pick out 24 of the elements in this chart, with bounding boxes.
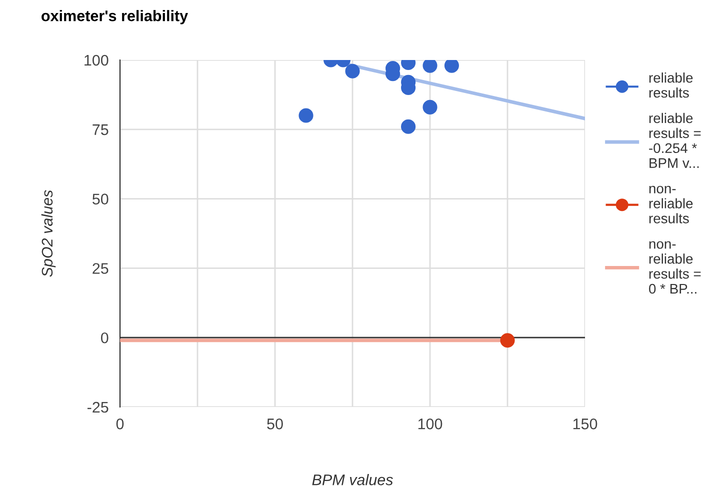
point [298,108,314,123]
y-tick-label: 50 [92,194,108,204]
point [345,64,360,78]
y-tick-label: 75 [92,124,108,136]
x-axis-title: BPM values [312,474,393,486]
y-tick-label: 0 [100,332,108,344]
y-axis-title: SpO2 values [41,190,56,277]
point [401,119,416,134]
point [422,100,438,114]
y-tick-label: 25 [92,263,108,274]
x-tick-label: 150 [573,418,598,430]
legend-label: non-reliable results = 0 * BP... [649,241,701,294]
legend-label: non-reliable results [649,186,693,224]
legend-label: reliable results [649,72,693,98]
y-tick-label: 100 [84,54,108,66]
x-tick-label: 100 [418,418,442,430]
x-tick-label: 0 [116,418,124,430]
x-tick-label: 50 [267,418,283,430]
legend-label: reliable results = -0.254 * BPM v... [649,112,701,168]
chart-title: oximeter's reliability [42,10,188,24]
point [444,60,459,73]
y-tick-label: -25 [87,402,108,413]
point [500,333,515,348]
point [422,60,438,73]
